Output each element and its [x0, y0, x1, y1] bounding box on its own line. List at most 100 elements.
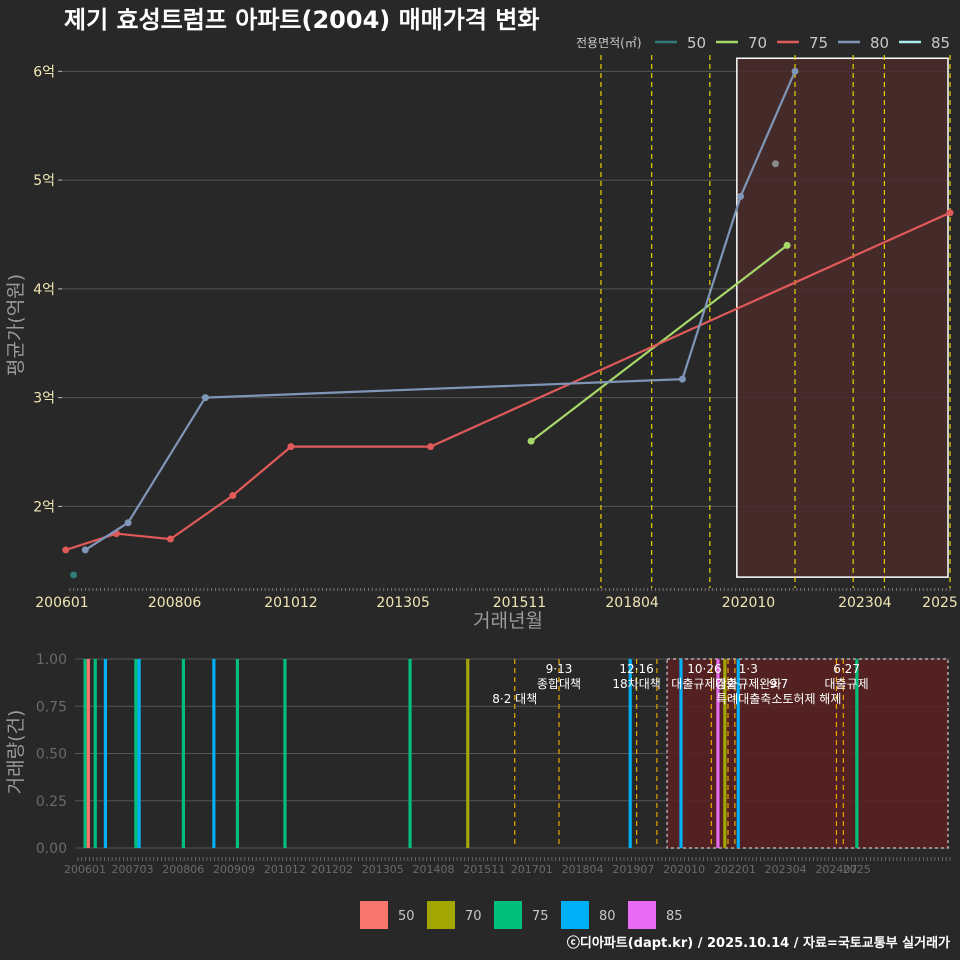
policy-annotation: 10·26 — [687, 662, 721, 676]
x2-tick-label: 201408 — [413, 863, 455, 876]
volume-bar-50 — [86, 659, 90, 848]
top-legend-title: 전용면적(㎡) — [576, 36, 642, 50]
x2-tick-label: 201012 — [264, 863, 306, 876]
volume-bar-80 — [628, 659, 632, 848]
data-point-80 — [201, 394, 209, 402]
volume-bar-80 — [736, 659, 740, 848]
chart-title: 제기 효성트럼프 아파트(2004) 매매가격 변화 — [64, 6, 539, 34]
data-point-80 — [737, 192, 745, 200]
data-point-80 — [791, 67, 799, 75]
data-point-80 — [81, 546, 89, 554]
x-tick-label: 200806 — [148, 595, 202, 611]
legend2-label-75: 75 — [532, 909, 549, 924]
x2-tick-label: 200806 — [162, 863, 204, 876]
legend2-swatch-50 — [360, 901, 388, 929]
volume-bar-75 — [855, 659, 859, 848]
data-point-75 — [166, 535, 174, 543]
x2-tick-label: 201305 — [362, 863, 404, 876]
volume-bar-80 — [103, 659, 108, 848]
data-point-75 — [62, 546, 70, 554]
data-point-75 — [229, 492, 237, 500]
top-legend: 전용면적(㎡) 50 70 75 80 85 — [576, 34, 950, 52]
policy-annotation: 1·3 — [739, 662, 758, 676]
policy-annotation: 8·2 대책 — [492, 691, 537, 706]
highlight-box — [736, 57, 949, 578]
x2-tick-label: 202201 — [714, 863, 756, 876]
data-point-75 — [427, 443, 435, 451]
x2-tick-label: 200601 — [64, 863, 106, 876]
y2-tick-label: 1.00 — [36, 652, 67, 668]
volume-bar-80 — [137, 659, 141, 848]
volume-bar-75 — [93, 659, 97, 848]
x-tick-label: 201511 — [493, 595, 546, 611]
policy-annotation: 9·7 — [769, 677, 788, 691]
y2-tick-label: 0.75 — [36, 699, 67, 715]
policy-annotation: 12·16 — [619, 662, 653, 676]
x2-tick-label: 202304 — [765, 863, 807, 876]
y2-tick-label: 0.25 — [36, 794, 67, 810]
x2-tick-label: 200909 — [213, 863, 255, 876]
legend-label-80: 80 — [870, 34, 889, 52]
y-axis-label: 평균가(억원) — [5, 274, 27, 376]
legend-label-75: 75 — [809, 34, 828, 52]
volume-bar-chart: 0.000.250.500.751.008·2 대책9·13종합대책12·161… — [36, 652, 951, 876]
y2-tick-label: 0.00 — [36, 841, 67, 857]
bottom-y-axis-label: 거래량(건) — [5, 710, 27, 795]
x2-tick-label: 200703 — [112, 863, 154, 876]
data-point-80 — [678, 375, 686, 383]
legend2-label-85: 85 — [666, 909, 683, 924]
legend-label-50: 50 — [687, 34, 706, 52]
volume-bar-75 — [235, 659, 240, 848]
volume-bar-70 — [466, 659, 470, 848]
legend-label-70: 70 — [748, 34, 767, 52]
x2-tick-label: 202010 — [663, 863, 705, 876]
volume-bar-75 — [408, 659, 412, 848]
x-tick-label: 2025 — [922, 595, 958, 611]
y-tick-label: 2억 — [33, 499, 55, 515]
x-tick-label: 201012 — [264, 595, 317, 611]
y-tick-label: 3억 — [33, 391, 55, 407]
y-tick-label: 4억 — [33, 282, 55, 298]
data-point-75 — [287, 443, 295, 451]
x-tick-label: 201804 — [605, 595, 659, 611]
x-tick-label: 202010 — [722, 595, 775, 611]
price-line-chart: 2억 3억 4억 5억 6억 200601 200806 201012 201305 201511… — [33, 55, 958, 611]
data-point-70 — [783, 241, 791, 249]
x2-tick-label: 201511 — [463, 863, 505, 876]
x-tick-label: 200601 — [35, 595, 88, 611]
policy-annotation: 특례대출축소토허제 해제 — [716, 692, 841, 706]
x2-tick-label: 201701 — [511, 863, 553, 876]
policy-annotation: 18차대책 — [612, 676, 660, 691]
x2-tick-label: 2025 — [843, 863, 871, 876]
volume-bar-80 — [212, 659, 216, 848]
volume-bar-75 — [83, 659, 87, 848]
data-point-80 — [124, 519, 132, 527]
x2-tick-label: 201804 — [562, 863, 604, 876]
volume-bar-85 — [716, 659, 720, 848]
policy-annotation: 9·13 — [546, 662, 573, 676]
x2-tick-label: 201907 — [612, 863, 654, 876]
bottom-legend: 50 70 75 80 85 — [360, 901, 683, 929]
legend-label-85: 85 — [931, 34, 950, 52]
y-tick-label: 6억 — [33, 64, 55, 80]
y2-tick-label: 0.50 — [36, 747, 67, 763]
x-tick-label: 201305 — [376, 595, 429, 611]
volume-bar-80 — [679, 659, 683, 848]
data-point-extra — [771, 160, 779, 168]
x-axis-label: 거래년월 — [473, 610, 543, 632]
data-point-75 — [946, 209, 954, 217]
x2-tick-label: 202407 — [815, 863, 857, 876]
legend2-label-80: 80 — [599, 909, 616, 924]
legend2-swatch-80 — [561, 901, 589, 929]
series-line-80 — [84, 70, 797, 551]
volume-bar-75 — [181, 659, 185, 848]
y-tick-label: 5억 — [33, 173, 55, 189]
data-point-50 — [70, 571, 78, 579]
legend2-label-50: 50 — [398, 909, 415, 924]
legend2-swatch-70 — [427, 901, 455, 929]
policy-annotation: 종합대책 — [537, 676, 581, 691]
x2-tick-label: 201202 — [311, 863, 353, 876]
volume-bar-75 — [134, 659, 138, 848]
legend2-label-70: 70 — [465, 909, 482, 924]
